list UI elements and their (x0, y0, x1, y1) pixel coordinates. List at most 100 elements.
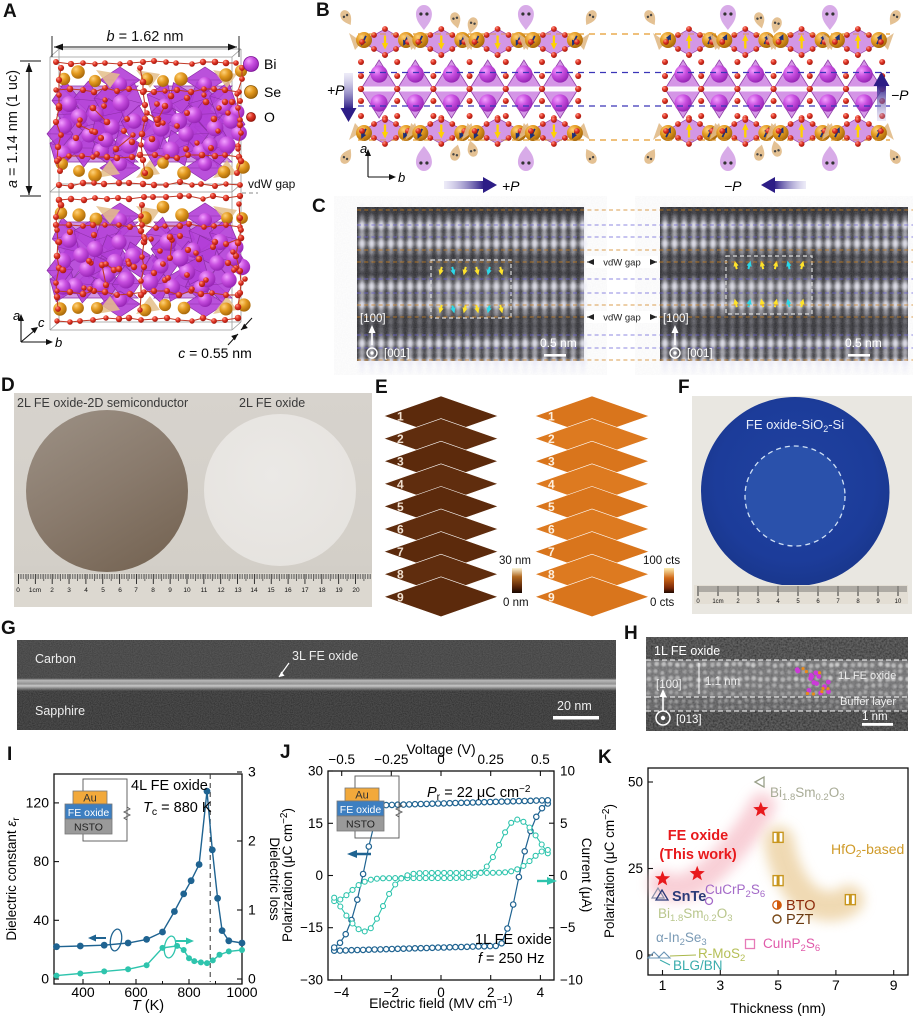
svg-text:b: b (55, 335, 62, 350)
svg-text:−10: −10 (560, 973, 583, 988)
svg-text:[100]: [100] (656, 679, 682, 691)
svg-text:4: 4 (776, 599, 780, 605)
svg-text:−30: −30 (300, 973, 323, 988)
svg-text:120: 120 (26, 794, 50, 810)
svg-text:2: 2 (50, 587, 54, 594)
svg-text:Bi1.8Sm0.2O3: Bi1.8Sm0.2O3 (770, 785, 845, 803)
svg-text:0.5 nm: 0.5 nm (845, 336, 882, 350)
svg-text:20 nm: 20 nm (557, 699, 592, 713)
svg-text:8: 8 (397, 568, 404, 582)
svg-text:Bi1.8Sm0.2O3: Bi1.8Sm0.2O3 (658, 906, 733, 924)
svg-text:10: 10 (895, 599, 902, 605)
svg-text:FE oxide: FE oxide (340, 804, 382, 816)
svg-text:Bi: Bi (264, 56, 276, 72)
svg-text:b = 1.62 nm: b = 1.62 nm (107, 29, 184, 45)
svg-text:5: 5 (397, 500, 404, 514)
svg-text:Carbon: Carbon (35, 652, 76, 666)
svg-text:1cm: 1cm (29, 587, 41, 594)
svg-text:Polarization (μC cm−2): Polarization (μC cm−2) (601, 804, 617, 938)
svg-text:f = 250 Hz: f = 250 Hz (478, 951, 545, 967)
svg-text:9: 9 (548, 590, 555, 604)
svg-text:BLG/BN: BLG/BN (673, 958, 723, 973)
svg-text:10: 10 (183, 587, 191, 594)
svg-text:Au: Au (355, 790, 368, 802)
svg-text:Tc = 880 K: Tc = 880 K (143, 800, 212, 818)
svg-text:50: 50 (628, 775, 643, 790)
svg-text:vdW gap: vdW gap (603, 258, 641, 269)
svg-text:40: 40 (33, 912, 49, 928)
svg-text:−5: −5 (560, 920, 575, 935)
svg-text:[100]: [100] (663, 313, 689, 325)
svg-text:3: 3 (397, 455, 404, 469)
svg-text:[001]: [001] (687, 348, 713, 360)
svg-text:5: 5 (560, 816, 568, 831)
svg-text:1: 1 (659, 977, 667, 993)
svg-text:3L FE oxide: 3L FE oxide (292, 649, 358, 663)
svg-text:Dielectric loss: Dielectric loss (267, 837, 282, 921)
svg-text:2: 2 (487, 985, 495, 1000)
svg-text:2: 2 (248, 833, 256, 849)
svg-text:30 nm: 30 nm (499, 555, 531, 567)
svg-text:80: 80 (33, 853, 49, 869)
svg-text:Current (μA): Current (μA) (579, 838, 594, 913)
svg-text:−0.5: −0.5 (328, 752, 355, 767)
svg-text:1.1 nm: 1.1 nm (705, 676, 740, 688)
svg-text:7: 7 (397, 545, 404, 559)
svg-text:11: 11 (201, 587, 208, 594)
svg-text:a: a (360, 141, 367, 156)
svg-text:0 nm: 0 nm (503, 597, 529, 609)
svg-text:8: 8 (151, 587, 155, 594)
svg-text:6: 6 (816, 599, 820, 605)
svg-text:Sapphire: Sapphire (35, 704, 85, 718)
svg-text:0: 0 (437, 985, 445, 1000)
svg-text:Pr = 22 μC cm−2: Pr = 22 μC cm−2 (427, 784, 531, 803)
svg-text:2L FE oxide: 2L FE oxide (239, 396, 305, 410)
svg-text:O: O (264, 109, 275, 125)
svg-text:FE oxide: FE oxide (668, 828, 728, 844)
svg-text:α-In2Se3: α-In2Se3 (656, 930, 707, 948)
svg-text:[001]: [001] (384, 348, 410, 360)
svg-text:13: 13 (234, 587, 242, 594)
svg-text:−4: −4 (334, 985, 350, 1000)
svg-text:1: 1 (248, 902, 256, 918)
svg-text:25: 25 (628, 861, 643, 876)
svg-text:9: 9 (168, 587, 172, 594)
svg-text:PZT: PZT (786, 912, 814, 928)
svg-text:2: 2 (736, 599, 740, 605)
svg-text:1L FE oxide: 1L FE oxide (475, 932, 552, 948)
svg-text:3: 3 (67, 587, 71, 594)
svg-text:800: 800 (177, 984, 201, 1000)
svg-text:17: 17 (301, 587, 309, 594)
svg-text:0: 0 (41, 971, 49, 987)
svg-text:0: 0 (248, 971, 256, 987)
svg-text:a = 1.14 nm (1 uc): a = 1.14 nm (1 uc) (5, 70, 21, 188)
svg-text:Se: Se (264, 84, 281, 100)
svg-text:(This work): (This work) (659, 847, 737, 863)
svg-text:15: 15 (308, 816, 323, 831)
svg-text:CuCrP2S6: CuCrP2S6 (705, 882, 765, 900)
svg-text:0: 0 (16, 587, 20, 594)
svg-text:Thickness (nm): Thickness (nm) (730, 1000, 826, 1016)
svg-text:Au: Au (83, 793, 96, 805)
svg-text:[100]: [100] (360, 313, 386, 325)
svg-text:6: 6 (118, 587, 122, 594)
svg-text:0.5: 0.5 (531, 752, 550, 767)
svg-text:3: 3 (248, 764, 256, 780)
svg-text:15: 15 (267, 587, 275, 594)
svg-text:4: 4 (548, 477, 555, 491)
svg-text:8: 8 (856, 599, 860, 605)
svg-text:FE oxide-SiO2-Si: FE oxide-SiO2-Si (746, 417, 844, 434)
svg-text:BTO: BTO (786, 898, 816, 914)
svg-text:12: 12 (217, 587, 225, 594)
svg-text:vdW gap: vdW gap (603, 313, 641, 324)
svg-text:HfO2-based: HfO2-based (831, 841, 904, 860)
svg-text:0.5 nm: 0.5 nm (540, 336, 577, 350)
svg-text:1L FE oxide: 1L FE oxide (654, 644, 720, 658)
svg-text:7: 7 (836, 599, 840, 605)
svg-text:3: 3 (548, 455, 555, 469)
svg-text:6: 6 (548, 523, 555, 537)
svg-text:NSTO: NSTO (346, 819, 375, 831)
svg-text:CuInP2S6: CuInP2S6 (763, 936, 820, 954)
svg-text:20: 20 (352, 587, 360, 594)
svg-text:1L FE oxide: 1L FE oxide (838, 670, 896, 682)
